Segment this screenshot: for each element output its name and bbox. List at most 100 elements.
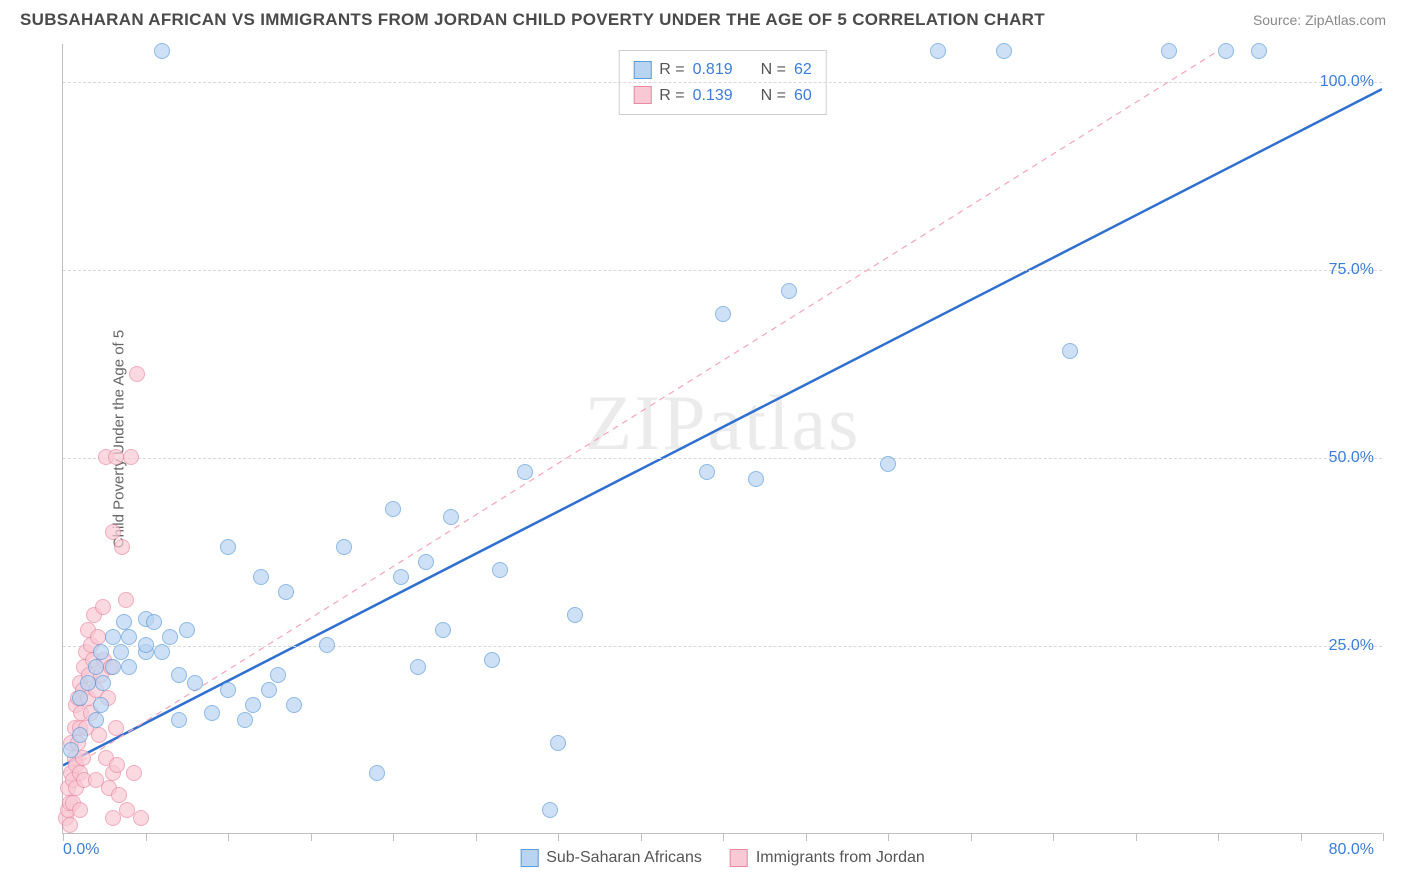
data-point (72, 727, 88, 743)
data-point (105, 659, 121, 675)
x-axis-min-label: 0.0% (63, 841, 99, 859)
data-point (435, 622, 451, 638)
legend-series-label: Immigrants from Jordan (756, 849, 925, 867)
data-point (319, 637, 335, 653)
data-point (123, 449, 139, 465)
legend-n-value: 60 (794, 83, 812, 109)
data-point (154, 43, 170, 59)
data-point (1251, 43, 1267, 59)
data-point (418, 554, 434, 570)
x-tick (1053, 833, 1054, 841)
data-point (171, 712, 187, 728)
data-point (105, 629, 121, 645)
legend-item: Immigrants from Jordan (730, 849, 925, 867)
data-point (261, 682, 277, 698)
x-tick (806, 833, 807, 841)
legend-r-value: 0.819 (693, 57, 733, 83)
x-tick (641, 833, 642, 841)
data-point (542, 802, 558, 818)
x-tick (1136, 833, 1137, 841)
data-point (179, 622, 195, 638)
x-tick (476, 833, 477, 841)
data-point (88, 659, 104, 675)
data-point (187, 675, 203, 691)
data-point (113, 644, 129, 660)
data-point (114, 539, 130, 555)
data-point (1161, 43, 1177, 59)
x-tick (723, 833, 724, 841)
y-tick-label: 50.0% (1329, 449, 1374, 467)
data-point (171, 667, 187, 683)
data-point (146, 614, 162, 630)
data-point (1218, 43, 1234, 59)
data-point (72, 690, 88, 706)
x-tick (1301, 833, 1302, 841)
trend-lines (63, 44, 1382, 833)
data-point (286, 697, 302, 713)
trend-line (63, 52, 1217, 773)
legend-r-label: R = (659, 83, 684, 109)
data-point (95, 675, 111, 691)
y-tick-label: 100.0% (1320, 73, 1374, 91)
legend-swatch (520, 849, 538, 867)
x-tick (311, 833, 312, 841)
data-point (492, 562, 508, 578)
legend-r-label: R = (659, 57, 684, 83)
data-point (220, 682, 236, 698)
legend-item: Sub-Saharan Africans (520, 849, 702, 867)
data-point (880, 456, 896, 472)
data-point (270, 667, 286, 683)
data-point (80, 675, 96, 691)
data-point (550, 735, 566, 751)
x-tick (393, 833, 394, 841)
legend-n-value: 62 (794, 57, 812, 83)
data-point (237, 712, 253, 728)
data-point (369, 765, 385, 781)
gridline (63, 646, 1382, 647)
data-point (63, 742, 79, 758)
legend-swatch (633, 61, 651, 79)
data-point (126, 765, 142, 781)
x-tick (971, 833, 972, 841)
legend-n-label: N = (761, 83, 786, 109)
data-point (930, 43, 946, 59)
trend-line (63, 89, 1382, 765)
chart-source: Source: ZipAtlas.com (1253, 12, 1386, 28)
scatter-plot: ZIPatlas R =0.819N =62R =0.139N =60 0.0%… (62, 44, 1382, 834)
data-point (93, 644, 109, 660)
data-point (108, 720, 124, 736)
data-point (95, 599, 111, 615)
chart-header: SUBSAHARAN AFRICAN VS IMMIGRANTS FROM JO… (0, 0, 1406, 30)
y-tick-label: 25.0% (1329, 637, 1374, 655)
data-point (996, 43, 1012, 59)
data-point (220, 539, 236, 555)
data-point (162, 629, 178, 645)
legend-row: R =0.819N =62 (633, 57, 812, 83)
data-point (88, 712, 104, 728)
data-point (567, 607, 583, 623)
data-point (129, 366, 145, 382)
data-point (517, 464, 533, 480)
data-point (108, 449, 124, 465)
gridline (63, 458, 1382, 459)
data-point (204, 705, 220, 721)
data-point (118, 592, 134, 608)
data-point (105, 524, 121, 540)
data-point (336, 539, 352, 555)
data-point (393, 569, 409, 585)
data-point (385, 501, 401, 517)
data-point (245, 697, 261, 713)
data-point (109, 757, 125, 773)
data-point (699, 464, 715, 480)
data-point (111, 787, 127, 803)
chart-title: SUBSAHARAN AFRICAN VS IMMIGRANTS FROM JO… (20, 10, 1045, 30)
x-axis-max-label: 80.0% (1329, 841, 1374, 859)
x-tick (63, 833, 64, 841)
data-point (62, 817, 78, 833)
x-tick (146, 833, 147, 841)
data-point (781, 283, 797, 299)
x-tick (1218, 833, 1219, 841)
data-point (91, 727, 107, 743)
y-tick-label: 75.0% (1329, 261, 1374, 279)
data-point (1062, 343, 1078, 359)
